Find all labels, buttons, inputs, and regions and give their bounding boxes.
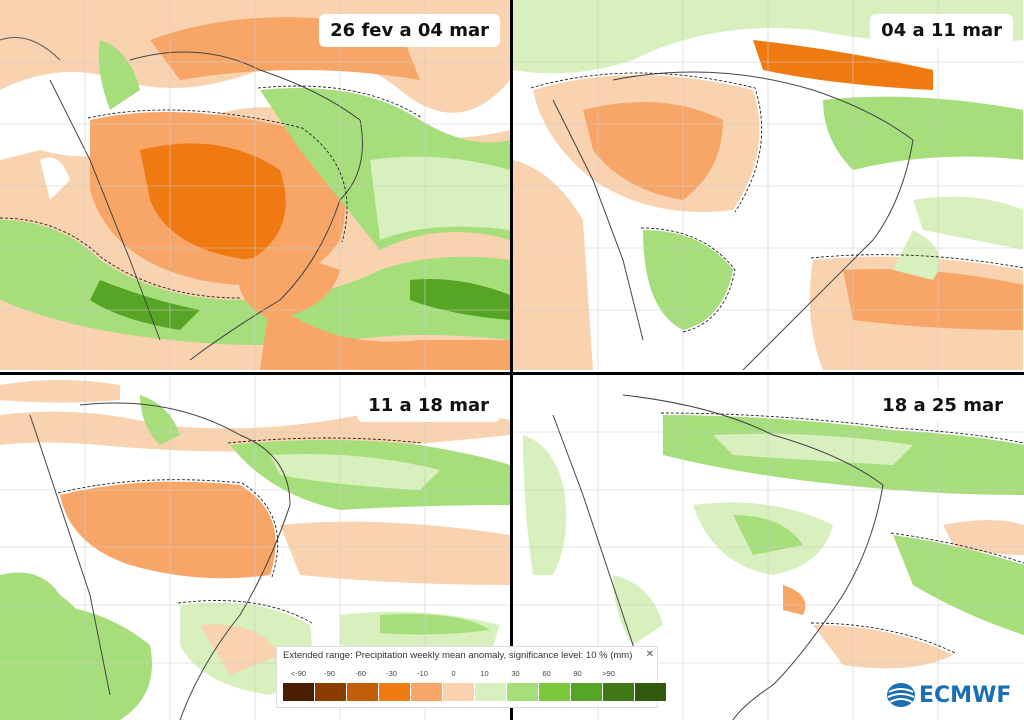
- legend-swatches: [283, 683, 667, 701]
- anomaly-map-week1: [0, 0, 510, 370]
- legend-swatch: [635, 683, 667, 701]
- legend-tick-label: -60: [355, 669, 366, 678]
- legend: Extended range: Precipitation weekly mea…: [276, 646, 667, 708]
- legend-tick-label: 60: [542, 669, 551, 678]
- legend-swatch: [411, 683, 443, 701]
- close-icon[interactable]: ✕: [645, 649, 654, 660]
- panel-divider-vertical: [510, 0, 513, 720]
- logo-text: ECMWF: [919, 682, 1012, 708]
- period-label: 26 fev a 04 mar: [319, 14, 500, 47]
- legend-swatch: [539, 683, 571, 701]
- anomaly-map-week4: [513, 375, 1024, 720]
- period-label: 18 a 25 mar: [871, 389, 1014, 422]
- legend-swatch: [379, 683, 411, 701]
- legend-tick-label: -30: [386, 669, 397, 678]
- anomaly-map-week2: [513, 0, 1023, 370]
- period-label: 11 a 18 mar: [357, 389, 500, 422]
- ecmwf-logo: ECMWF: [886, 682, 1011, 708]
- legend-swatch: [315, 683, 347, 701]
- legend-tick-label: -10: [417, 669, 428, 678]
- legend-swatch: [283, 683, 315, 701]
- legend-tick-label: 30: [511, 669, 520, 678]
- legend-swatch: [443, 683, 475, 701]
- legend-tick-label: 10: [480, 669, 489, 678]
- legend-tick-label: >90: [602, 669, 615, 678]
- period-label: 04 a 11 mar: [870, 14, 1013, 47]
- legend-tick-label: 0: [451, 669, 456, 678]
- legend-swatch: [603, 683, 635, 701]
- legend-swatch: [571, 683, 603, 701]
- ecmwf-logo-icon: [887, 683, 915, 707]
- anomaly-map-week3: [0, 375, 510, 720]
- map-panel-week1: 26 fev a 04 mar: [0, 0, 510, 370]
- legend-tick-label: 90: [573, 669, 582, 678]
- legend-swatch: [475, 683, 507, 701]
- map-panel-week2: 04 a 11 mar: [513, 0, 1023, 370]
- legend-title: Extended range: Precipitation weekly mea…: [283, 650, 633, 661]
- legend-tick-label: -90: [324, 669, 335, 678]
- legend-tick-label: <-90: [290, 669, 307, 678]
- legend-swatch: [507, 683, 539, 701]
- legend-swatch: [347, 683, 379, 701]
- panel-divider-horizontal: [0, 372, 1024, 375]
